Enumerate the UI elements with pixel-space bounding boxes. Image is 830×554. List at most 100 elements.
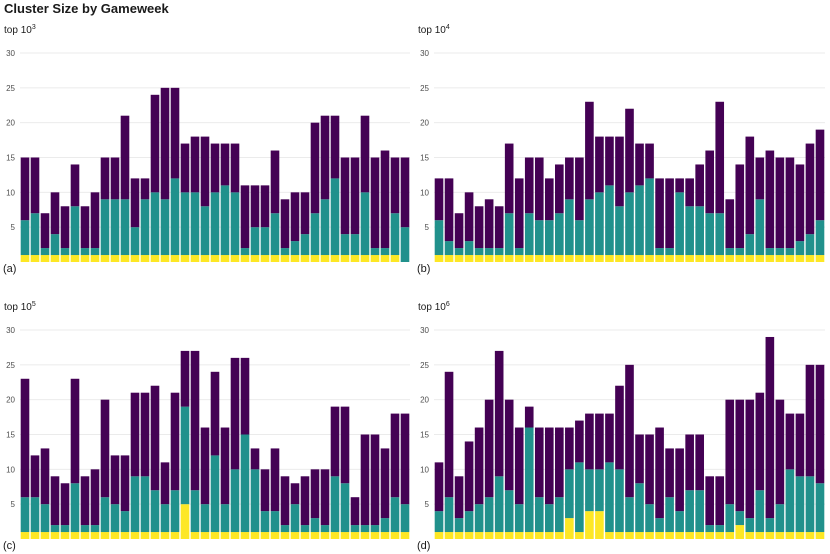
bar-segment-3: [260, 469, 270, 512]
bar-segment-3: [514, 427, 524, 505]
bar-segment-2: [140, 476, 150, 533]
bar-segment-3: [544, 178, 554, 221]
bar-segment-2: [280, 525, 290, 533]
bar-segment-1: [534, 532, 544, 539]
bar-segment-3: [585, 413, 594, 470]
bar-segment-1: [625, 255, 634, 262]
bar-segment-3: [705, 476, 715, 526]
bar-segment-3: [250, 185, 260, 228]
bar-segment-2: [30, 497, 40, 533]
bar-segment-2: [310, 213, 320, 256]
bar-segment-1: [160, 532, 170, 539]
bar-segment-1: [220, 532, 230, 539]
bar-segment-1: [484, 532, 494, 539]
bar-segment-1: [190, 532, 200, 539]
bar-segment-3: [280, 476, 290, 526]
bar-segment-1: [595, 511, 604, 539]
bar-segment-2: [270, 511, 280, 533]
y-tick-label: 30: [6, 326, 15, 335]
bar-segment-2: [565, 469, 574, 519]
bar-segment-1: [190, 255, 200, 262]
bar-segment-1: [725, 255, 735, 262]
bar-segment-3: [544, 427, 554, 505]
bar-segment-1: [735, 255, 745, 262]
bar-segment-1: [715, 255, 725, 262]
bar-segment-1: [605, 255, 614, 262]
bar-segment-3: [310, 122, 320, 214]
bar-segment-3: [150, 385, 160, 491]
panel-label: (d): [417, 540, 430, 552]
bar-segment-3: [464, 192, 474, 242]
bar-segment-3: [400, 413, 410, 505]
bar-segment-2: [280, 248, 290, 256]
bar-segment-1: [615, 532, 624, 539]
bar-segment-2: [370, 248, 380, 256]
bar-segment-2: [290, 504, 300, 533]
bar-segment-1: [474, 532, 484, 539]
bar-segment-3: [250, 448, 260, 470]
bar-segment-1: [785, 532, 795, 539]
bar-segment-2: [260, 227, 270, 256]
bar-segment-1: [350, 532, 360, 539]
bar-segment-3: [300, 476, 310, 526]
bar-segment-1: [310, 255, 320, 262]
bar-segment-2: [544, 220, 554, 256]
bar-segment-2: [504, 213, 514, 256]
bar-segment-2: [390, 213, 400, 256]
bar-segment-1: [645, 255, 654, 262]
bar-segment-3: [310, 469, 320, 519]
bar-segment-2: [555, 497, 564, 533]
bar-segment-1: [320, 255, 330, 262]
bar-segment-2: [685, 206, 694, 256]
bar-segment-2: [615, 206, 624, 256]
bar-segment-1: [360, 255, 370, 262]
bar-segment-3: [585, 101, 594, 200]
bar-segment-3: [735, 164, 745, 249]
bar-segment-1: [230, 532, 240, 539]
bar-segment-2: [40, 248, 50, 256]
bar-segment-2: [745, 518, 755, 533]
panel-label: (c): [3, 540, 16, 552]
bar-segment-2: [635, 483, 644, 533]
y-tick-label: 20: [6, 396, 15, 405]
bar-segment-3: [605, 413, 614, 463]
bar-segment-1: [220, 255, 230, 262]
bar-segment-3: [725, 399, 735, 505]
bar-segment-1: [210, 532, 220, 539]
bar-segment-2: [514, 248, 524, 256]
subtitle-base: 10: [21, 302, 33, 313]
bar-segment-1: [595, 255, 604, 262]
bar-segment-2: [524, 213, 534, 256]
bar-segment-3: [665, 178, 674, 249]
bar-segment-3: [90, 192, 100, 249]
bar-segment-2: [675, 511, 684, 533]
bar-segment-1: [130, 532, 140, 539]
bar-segment-2: [150, 490, 160, 533]
bar-segment-3: [380, 150, 390, 249]
bar-segment-2: [745, 234, 755, 256]
bar-segment-3: [504, 143, 514, 214]
bar-segment-2: [80, 248, 90, 256]
bar-segment-3: [605, 136, 614, 186]
bar-segment-1: [170, 532, 180, 539]
bar-segment-3: [20, 378, 30, 498]
bar-segment-3: [765, 150, 775, 249]
bar-segment-3: [705, 150, 715, 214]
bar-segment-2: [715, 525, 725, 533]
bar-segment-2: [190, 192, 200, 256]
bar-segment-2: [675, 192, 684, 256]
bar-segment-3: [755, 392, 765, 491]
bar-segment-1: [140, 532, 150, 539]
bar-segment-1: [90, 255, 100, 262]
bar-segment-3: [635, 143, 644, 186]
bar-segment-3: [534, 157, 544, 221]
bar-segment-3: [180, 350, 190, 407]
bar-segment-2: [220, 504, 230, 533]
bar-segment-1: [110, 255, 120, 262]
bar-segment-1: [605, 532, 614, 539]
bar-segment-2: [170, 490, 180, 533]
